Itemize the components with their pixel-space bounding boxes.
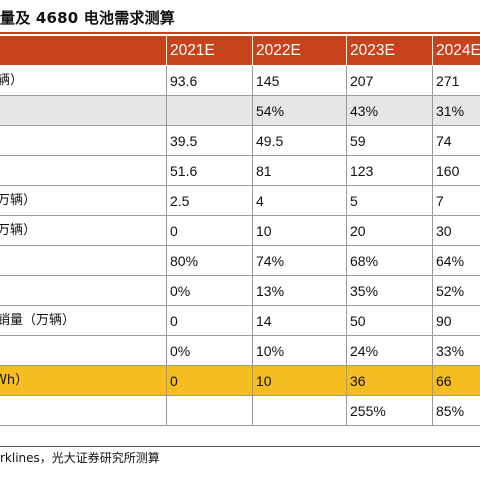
table-cell: 52%	[432, 275, 480, 306]
row-label	[0, 95, 167, 126]
table-cell: 68%	[346, 245, 433, 276]
header-cell: 2022E	[252, 35, 347, 66]
table-cell: 0%	[166, 275, 253, 306]
table-cell: 30	[432, 215, 480, 246]
table-cell: 4	[252, 185, 347, 216]
table-cell: 74	[432, 125, 480, 156]
table-cell: 20	[346, 215, 433, 246]
table-cell: 0	[166, 305, 253, 336]
table-cell: 10	[252, 215, 347, 246]
table-cell: 14	[252, 305, 347, 336]
table-cell: 123	[346, 155, 433, 186]
row-label	[0, 275, 167, 306]
row-label: 型销量（万辆）	[0, 305, 167, 336]
table-cell: 81	[252, 155, 347, 186]
header-cell	[0, 35, 167, 66]
table-row: 255% 85%	[0, 395, 480, 426]
table-cell: 33%	[432, 335, 480, 366]
row-label	[0, 245, 167, 276]
table-cell: 271	[432, 65, 480, 96]
row-label: GWh）	[0, 365, 167, 396]
table-row: 0% 13% 35% 52%	[0, 275, 480, 306]
table-cell: 93.6	[166, 65, 253, 96]
table-cell: 160	[432, 155, 480, 186]
table-cell: 50	[346, 305, 433, 336]
table-cell: 0	[166, 215, 253, 246]
table-cell: 43%	[346, 95, 433, 126]
table-cell: 145	[252, 65, 347, 96]
table-cell: 5	[346, 185, 433, 216]
header-cell: 2024E	[432, 35, 480, 66]
table-cell: 54%	[252, 95, 347, 126]
title-rule	[0, 32, 480, 34]
header-cell: 2021E	[166, 35, 253, 66]
table-cell: 255%	[346, 395, 433, 426]
table-cell: 90	[432, 305, 480, 336]
table-row: 80% 74% 68% 64%	[0, 245, 480, 276]
row-label: 万辆）	[0, 65, 167, 96]
table-cell: 10%	[252, 335, 347, 366]
table-cell: 10	[252, 365, 347, 396]
table-cell	[252, 395, 347, 426]
table-cell: 36	[346, 365, 433, 396]
table-cell: 66	[432, 365, 480, 396]
table-row: 54% 43% 31%	[0, 95, 480, 126]
row-label: i）	[0, 155, 167, 186]
table-cell	[166, 95, 253, 126]
table-cell: 59	[346, 125, 433, 156]
table-cell: 24%	[346, 335, 433, 366]
table-cell: 39.5	[166, 125, 253, 156]
table-cell: 35%	[346, 275, 433, 306]
bottom-rule	[0, 446, 480, 447]
row-label: i）	[0, 125, 167, 156]
table-cell: 207	[346, 65, 433, 96]
table-cell: 2.5	[166, 185, 253, 216]
row-label	[0, 335, 167, 366]
data-table: 2021E 2022E 2023E 2024E 万辆）93.6145207271…	[0, 35, 480, 426]
row-label: （万辆）	[0, 185, 167, 216]
header-row: 2021E 2022E 2023E 2024E	[0, 35, 480, 66]
table-cell: 31%	[432, 95, 480, 126]
table-cell: 0%	[166, 335, 253, 366]
table-cell: 0	[166, 365, 253, 396]
row-label	[0, 395, 167, 426]
table-cell: 80%	[166, 245, 253, 276]
source-note: rklines，光大证券研究所测算	[0, 451, 160, 465]
table-cell: 85%	[432, 395, 480, 426]
table-cell: 74%	[252, 245, 347, 276]
table-title: 量及 4680 电池需求测算	[0, 9, 175, 27]
header-cell: 2023E	[346, 35, 433, 66]
table-cell: 13%	[252, 275, 347, 306]
table-cell	[166, 395, 253, 426]
table-cell: 64%	[432, 245, 480, 276]
table-cell: 7	[432, 185, 480, 216]
row-label: （万辆）	[0, 215, 167, 246]
table-row: 0% 10% 24% 33%	[0, 335, 480, 366]
table-cell: 49.5	[252, 125, 347, 156]
table-cell: 51.6	[166, 155, 253, 186]
